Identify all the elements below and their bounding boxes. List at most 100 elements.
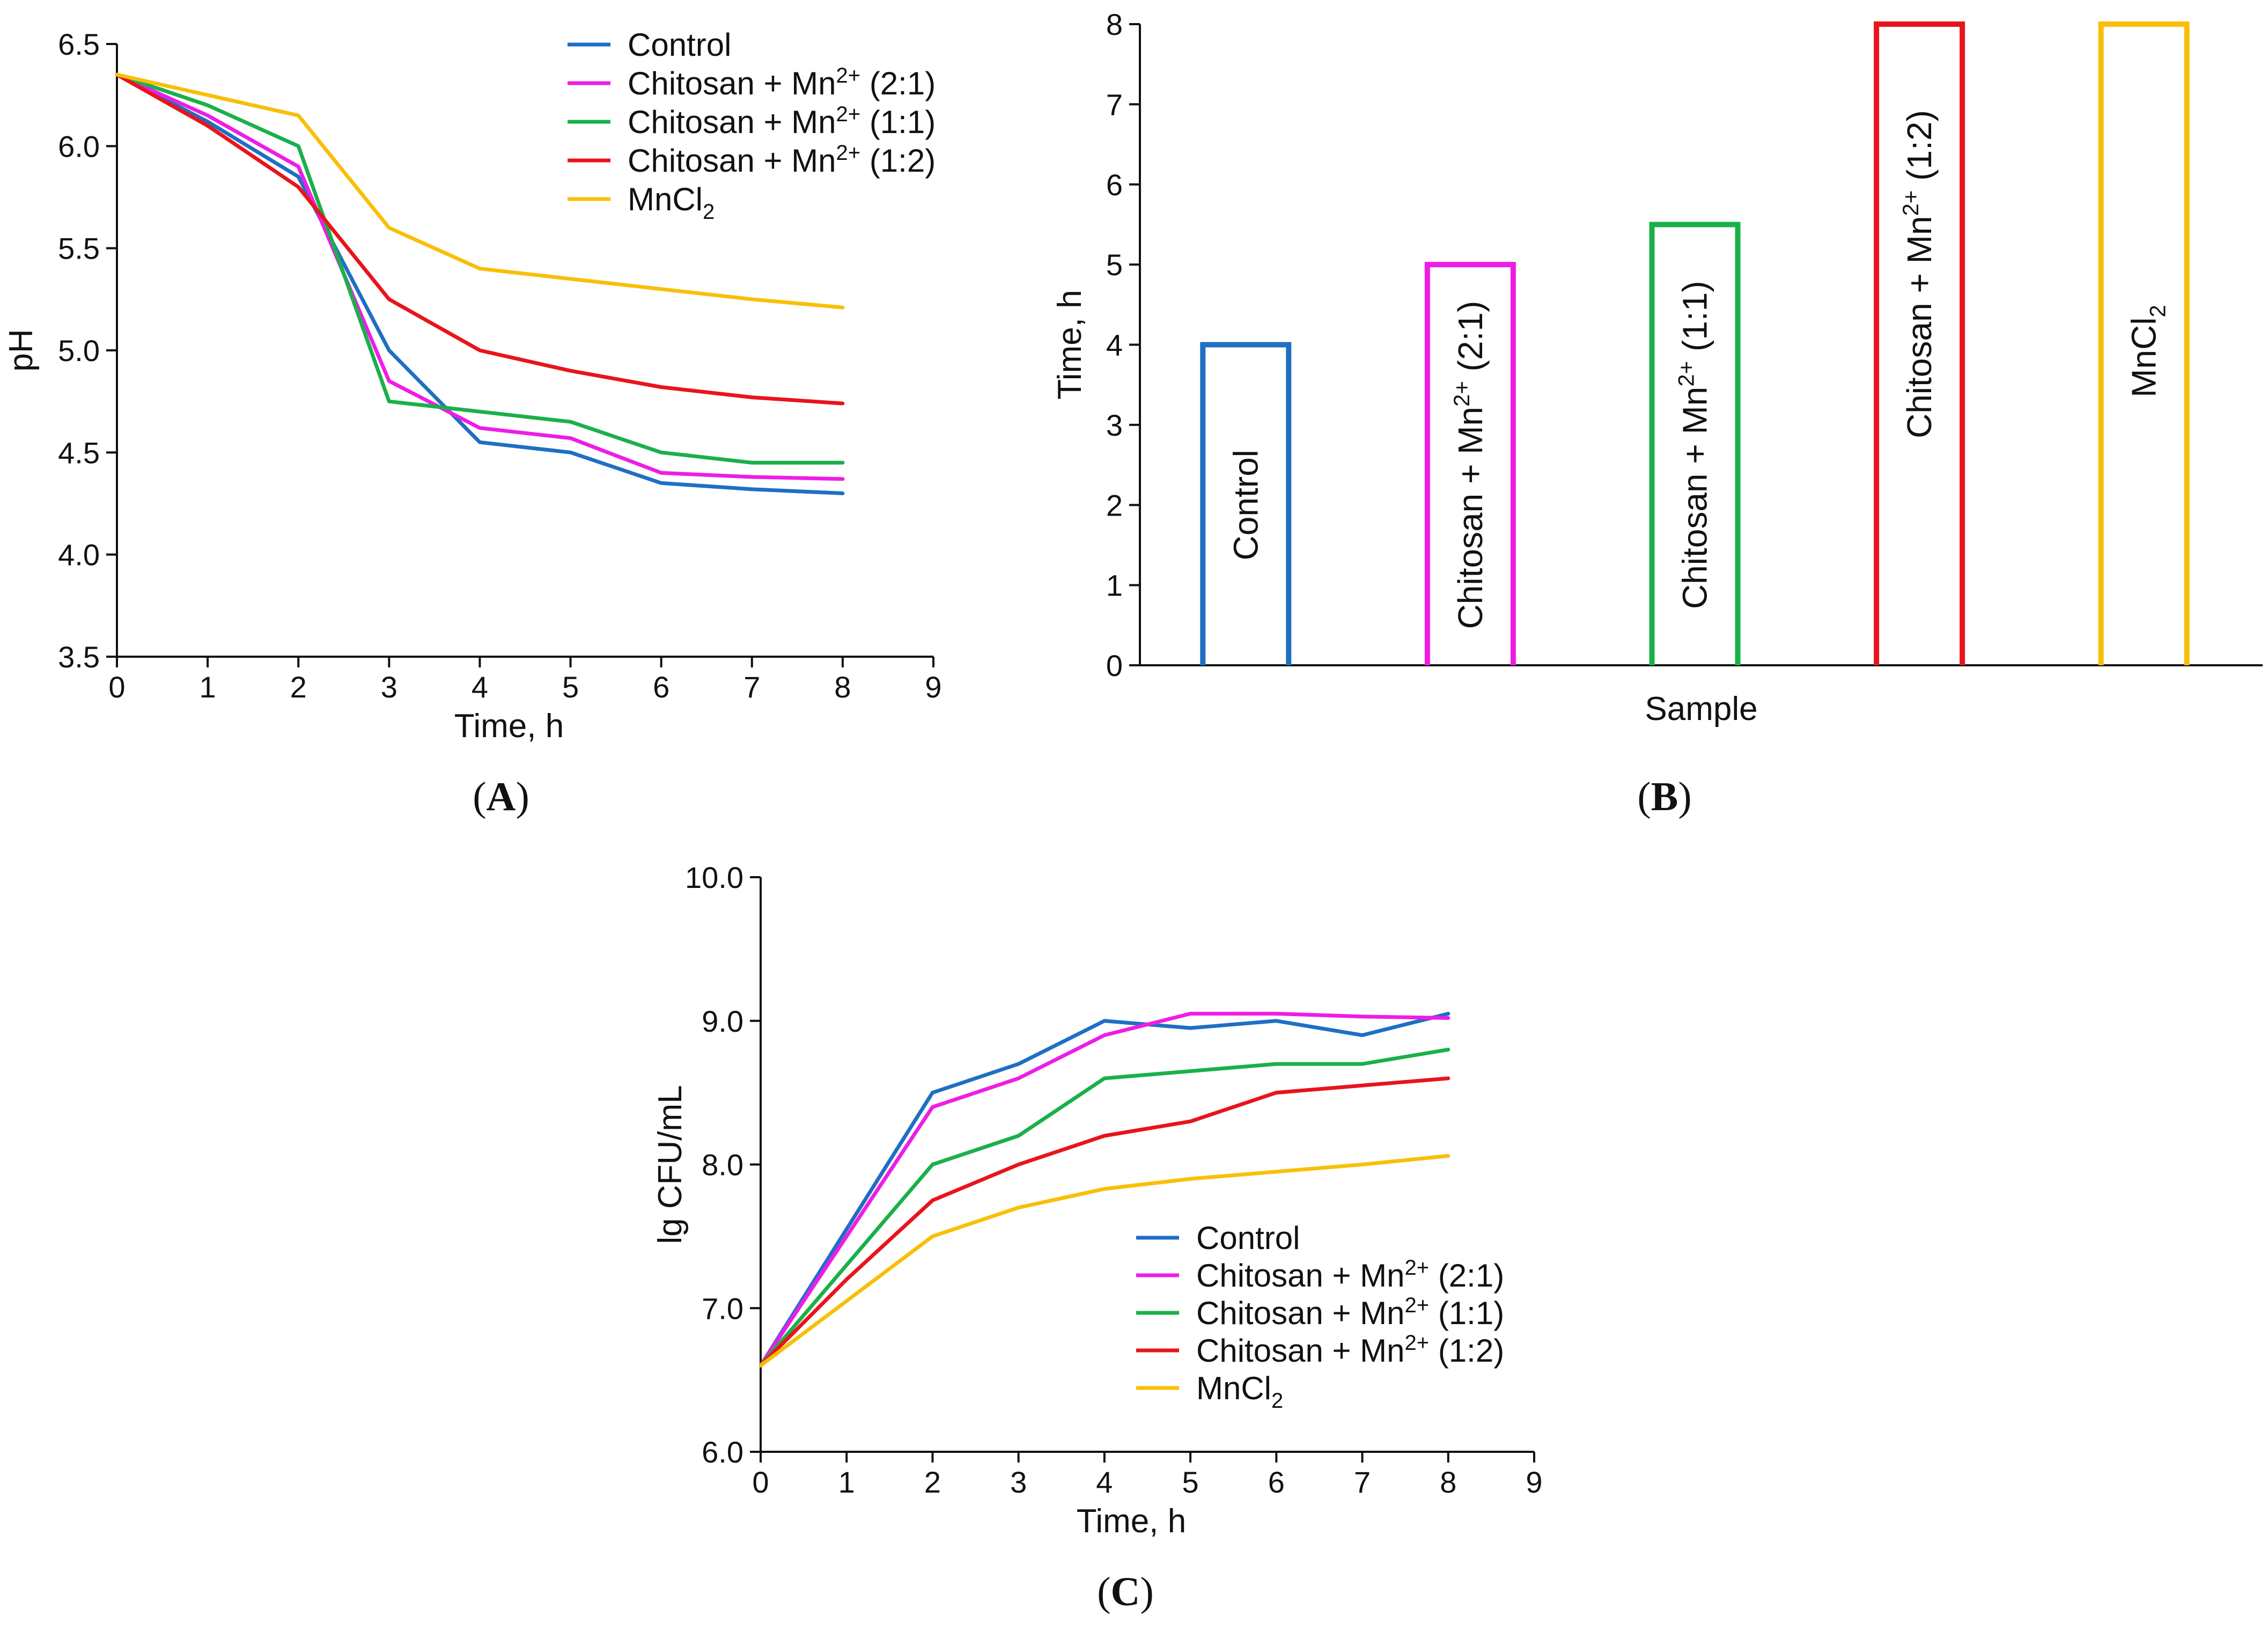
bar-mncl2: [2098, 21, 2190, 665]
legend-label-mncl2: MnCl2: [628, 181, 715, 224]
bar-label-chitosan_1_1: Chitosan + Mn2+ (1:1): [1674, 281, 1714, 609]
series-line-chitosan_1_1: [115, 72, 845, 465]
data-point-chitosan_1_1: [845, 1263, 848, 1267]
y-tick-label: 5.5: [58, 232, 100, 266]
y-tick-label: 8: [1106, 8, 1123, 41]
series-line-chitosan_2_1: [115, 72, 845, 481]
data-point-mncl2: [297, 114, 300, 117]
data-point-mncl2: [206, 93, 209, 97]
legend-label-control: Control: [628, 27, 731, 63]
y-tick-label: 2: [1106, 488, 1123, 522]
data-point-mncl2: [750, 298, 754, 301]
data-point-chitosan_1_1: [387, 400, 391, 403]
y-tick-label: 6.5: [58, 27, 100, 61]
panel-label: (B): [1637, 774, 1691, 819]
legend-superscript: 2+: [836, 102, 861, 126]
y-tick-label: 6.0: [58, 129, 100, 163]
data-point-control: [1447, 1012, 1450, 1015]
y-tick-label: 10.0: [685, 861, 743, 894]
panel-paren-close: ): [1678, 774, 1691, 819]
series-line-chitosan_1_1: [759, 1047, 1450, 1368]
series-line-mncl2: [759, 1154, 1450, 1368]
legend-text: Control: [1196, 1220, 1300, 1256]
data-point-control: [841, 491, 844, 495]
x-tick-label: 2: [924, 1465, 941, 1499]
chart-panel-c: 0 1 2 3 4 5 6 7 8 9 6.0 7.0 8.0 9.0 10.0 Time, h lg CFU/…: [652, 861, 1543, 1614]
chart-panel-a: 0 1 2 3 4 5 6 7 8 9 3.5 4.0 4.5 5.0 5.5 6.0 6.5 Time, h pH…: [3, 27, 942, 819]
panel-paren-close: ): [516, 774, 529, 819]
series-line-chitosan_2_1: [759, 1011, 1450, 1368]
data-point-chitosan_2_1: [1017, 1077, 1020, 1080]
bar-chitosan_1_2: [1874, 21, 1965, 665]
data-point-mncl2: [845, 1299, 848, 1303]
x-tick-label: 5: [562, 670, 579, 704]
data-point-chitosan_1_2: [1275, 1091, 1278, 1094]
legend-text: Control: [628, 27, 731, 63]
series-line-chitosan_1_2: [759, 1076, 1450, 1368]
data-point-mncl2: [1189, 1177, 1192, 1180]
data-point-chitosan_2_1: [1189, 1012, 1192, 1015]
y-tick-label: 0: [1106, 649, 1123, 682]
x-tick-label: 7: [1354, 1465, 1371, 1499]
data-point-chitosan_1_1: [478, 410, 481, 413]
y-tick-label: 5: [1106, 248, 1123, 282]
legend-suffix: (2:1): [1429, 1258, 1504, 1294]
data-point-chitosan_2_1: [931, 1105, 934, 1108]
y-tick-label: 1: [1106, 569, 1123, 603]
data-point-mncl2: [660, 288, 663, 291]
legend-label-chitosan_2_1: Chitosan + Mn2+ (2:1): [628, 64, 936, 101]
data-point-chitosan_2_1: [1103, 1034, 1106, 1037]
data-point-mncl2: [387, 226, 391, 230]
x-tick-label: 2: [290, 670, 307, 704]
legend-subscript: 2: [703, 200, 715, 224]
data-point-control: [297, 175, 300, 178]
x-tick-label: 0: [108, 670, 125, 704]
series-line-control: [759, 1011, 1450, 1368]
y-tick-label: 4: [1106, 328, 1123, 362]
data-point-mncl2: [1017, 1206, 1020, 1209]
data-point-mncl2: [841, 306, 844, 309]
x-axis-title: Sample: [1645, 690, 1757, 728]
data-point-chitosan_1_2: [845, 1278, 848, 1281]
x-tick-label: 1: [200, 670, 216, 704]
data-point-mncl2: [1361, 1163, 1364, 1166]
data-point-chitosan_2_1: [478, 427, 481, 430]
x-tick-label: 3: [1010, 1465, 1027, 1499]
data-point-chitosan_2_1: [206, 114, 209, 117]
data-point-mncl2: [478, 267, 481, 270]
x-tick-label: 4: [472, 670, 488, 704]
legend-text: Chitosan + Mn: [1196, 1295, 1405, 1331]
legend-suffix: (2:1): [860, 65, 936, 101]
bar-chitosan_1_1: [1649, 222, 1741, 665]
data-point-control: [387, 349, 391, 352]
panel-letter: C: [1111, 1569, 1140, 1614]
data-point-chitosan_1_1: [297, 144, 300, 148]
data-point-chitosan_1_1: [206, 104, 209, 107]
x-axis-title: Time, h: [454, 708, 564, 745]
legend-text: MnCl: [628, 181, 703, 217]
y-tick-label: 6: [1106, 168, 1123, 202]
data-point-control: [750, 488, 754, 491]
data-point-chitosan_2_1: [660, 471, 663, 474]
y-tick-label: 7: [1106, 87, 1123, 121]
data-point-control: [1361, 1034, 1364, 1037]
bar-label-control: Control: [1226, 450, 1265, 560]
data-point-chitosan_2_1: [1275, 1012, 1278, 1015]
data-point-chitosan_2_1: [845, 1235, 848, 1238]
legend-suffix: (1:1): [1429, 1295, 1504, 1331]
legend-text: Chitosan + Mn: [628, 104, 836, 140]
legend-label-mncl2: MnCl2: [1196, 1370, 1283, 1413]
data-point-chitosan_2_1: [387, 379, 391, 383]
legend-label-chitosan_1_2: Chitosan + Mn2+ (1:2): [1196, 1331, 1504, 1369]
data-point-control: [478, 440, 481, 444]
series-line-chitosan_1_2: [115, 72, 845, 406]
y-tick-label: 4.0: [58, 538, 100, 572]
data-point-chitosan_1_1: [1447, 1048, 1450, 1051]
x-tick-label: 9: [1526, 1465, 1542, 1499]
bar-label-superscript: 2+: [1674, 361, 1699, 387]
x-tick-label: 1: [838, 1465, 855, 1499]
bar-chitosan_2_1: [1424, 262, 1516, 665]
data-point-chitosan_1_1: [1361, 1062, 1364, 1066]
